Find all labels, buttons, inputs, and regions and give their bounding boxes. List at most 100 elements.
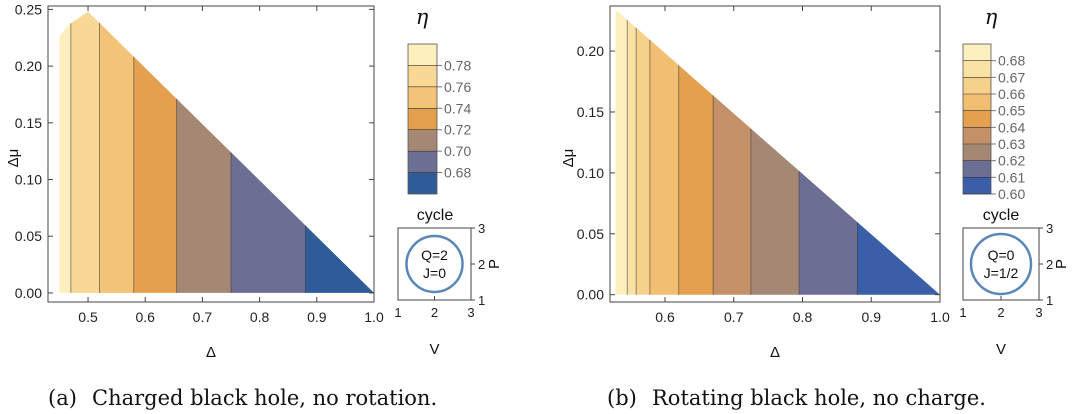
panel-a-caption: Charged black hole, no rotation. (92, 386, 437, 410)
y-tick-label: 0.20 (15, 58, 42, 74)
panel-a-xlabel: Δ (206, 344, 216, 361)
legend-tick-label: 0.62 (998, 153, 1025, 169)
legend-tick-label: 0.63 (998, 136, 1025, 152)
panel-b-ylabel: Δμ (560, 149, 577, 168)
legend-swatch (408, 86, 437, 109)
inset-x-tick-label: 3 (467, 305, 474, 320)
contour-band-5 (176, 98, 231, 293)
contour-band-6 (231, 152, 306, 293)
panel-b-inset-line-1: Q=0 (988, 247, 1015, 263)
panel-b-axis-ticks: 0.6 0.7 0.8 0.9 1.0 0.00 0.05 0.10 0.15 0.20 (577, 6, 950, 325)
y-tick-label: 0.25 (15, 1, 42, 17)
y-tick-label: 0.05 (15, 228, 42, 244)
legend-swatch (408, 44, 437, 66)
contour-band-4 (133, 56, 177, 293)
inset-y-tick-label: 1 (1046, 293, 1053, 308)
inset-y-tick-label: 2 (1046, 257, 1053, 272)
panel-b-xlabel: Δ (770, 344, 780, 361)
legend-frame (407, 43, 438, 195)
legend-swatch (963, 94, 991, 111)
contour-band-6 (713, 95, 751, 295)
x-tick-label: 0.5 (78, 309, 98, 325)
panel-b-legend: 0.680.670.660.650.640.630.620.610.60 (962, 43, 1025, 202)
contour-band-1 (59, 23, 71, 293)
contour-band-8 (799, 170, 858, 295)
panel-b-cycle-circle (969, 232, 1033, 296)
panel-a-contour-bands (59, 11, 374, 293)
legend-swatch (408, 172, 437, 194)
y-tick-label: 0.15 (577, 104, 604, 120)
panel-a-inset-xlabel: V (429, 341, 439, 358)
x-tick-label: 0.7 (724, 309, 744, 325)
contour-band-1 (615, 9, 628, 295)
legend-swatch (963, 127, 991, 144)
inset-x-tick-label: 1 (959, 305, 966, 320)
x-tick-label: 0.6 (655, 309, 675, 325)
legend-swatch (963, 177, 991, 194)
panel-a-inset-line-2: J=0 (423, 265, 446, 281)
panel-b-plot-frame (609, 5, 941, 303)
legend-swatch (963, 44, 991, 61)
inset-x-tick-label: 2 (997, 305, 1004, 320)
legend-tick-label: 0.61 (998, 169, 1025, 185)
x-tick-label: 0.6 (135, 309, 155, 325)
legend-swatch (408, 65, 437, 87)
y-tick-label: 0.05 (577, 226, 604, 242)
y-tick-label: 0.00 (577, 287, 604, 303)
inset-y-tick-label: 3 (1046, 221, 1053, 236)
legend-swatch (408, 151, 437, 173)
panel-a-inset-ylabel: P (486, 259, 503, 269)
panel-a-inset-title: cycle (417, 207, 454, 224)
y-tick-label: 0.00 (15, 285, 42, 301)
legend-tick-label: 0.72 (444, 122, 471, 138)
panel-b-inset-xlabel: V (996, 341, 1006, 358)
x-tick-label: 1.0 (930, 309, 950, 325)
legend-swatch (963, 60, 991, 78)
contour-band-4 (649, 39, 679, 295)
x-tick-label: 0.8 (793, 309, 813, 325)
contour-band-7 (750, 128, 800, 295)
panel-b-legend-title: η (985, 5, 998, 29)
inset-x-tick-label: 3 (1035, 305, 1042, 320)
x-tick-label: 1.0 (364, 309, 384, 325)
panel-a-axis-ticks: 0.5 0.6 0.7 0.8 0.9 1.0 0.00 0.05 0.10 0.15 0.20 0.… (15, 1, 384, 325)
legend-tick-label: 0.60 (998, 186, 1025, 202)
legend-tick-label: 0.76 (444, 79, 471, 95)
y-tick-label: 0.10 (15, 172, 42, 188)
legend-tick-label: 0.64 (998, 119, 1025, 135)
x-tick-label: 0.7 (193, 309, 213, 325)
panel-a-legend-title: η (416, 5, 429, 29)
legend-swatch (408, 108, 437, 130)
panel-a-inset-line-1: Q=2 (421, 247, 448, 263)
panel-a-cycle-circle (405, 234, 464, 294)
legend-tick-label: 0.68 (444, 165, 471, 181)
contour-band-3 (99, 22, 134, 293)
panel-b-contour-bands (615, 9, 940, 295)
panel-a-caption-label: (a) (48, 386, 77, 410)
legend-tick-label: 0.68 (998, 53, 1025, 69)
inset-y-tick-label: 2 (478, 257, 485, 272)
y-tick-label: 0.10 (577, 165, 604, 181)
y-tick-label: 0.20 (577, 43, 604, 59)
x-tick-label: 0.9 (307, 309, 327, 325)
panel-a-plot-frame (47, 5, 375, 303)
legend-swatch (963, 160, 991, 178)
inset-x-tick-label: 1 (394, 305, 401, 320)
legend-swatch (963, 77, 991, 94)
panel-b-caption: Rotating black hole, no charge. (652, 386, 986, 410)
inset-y-tick-label: 3 (478, 221, 485, 236)
legend-tick-label: 0.74 (444, 100, 471, 116)
x-tick-label: 0.9 (862, 309, 882, 325)
panel-b-inset-frame (962, 227, 1040, 301)
panel-b-inset-line-2: J=1/2 (984, 265, 1019, 281)
panel-a-legend: 0.78 0.76 0.74 0.72 0.70 0.68 (407, 43, 471, 195)
contour-band-2 (70, 11, 100, 293)
legend-tick-label: 0.67 (998, 69, 1025, 85)
legend-tick-label: 0.70 (444, 143, 471, 159)
legend-tick-label: 0.65 (998, 103, 1025, 119)
contour-band-2 (627, 19, 637, 295)
x-tick-label: 0.8 (250, 309, 270, 325)
